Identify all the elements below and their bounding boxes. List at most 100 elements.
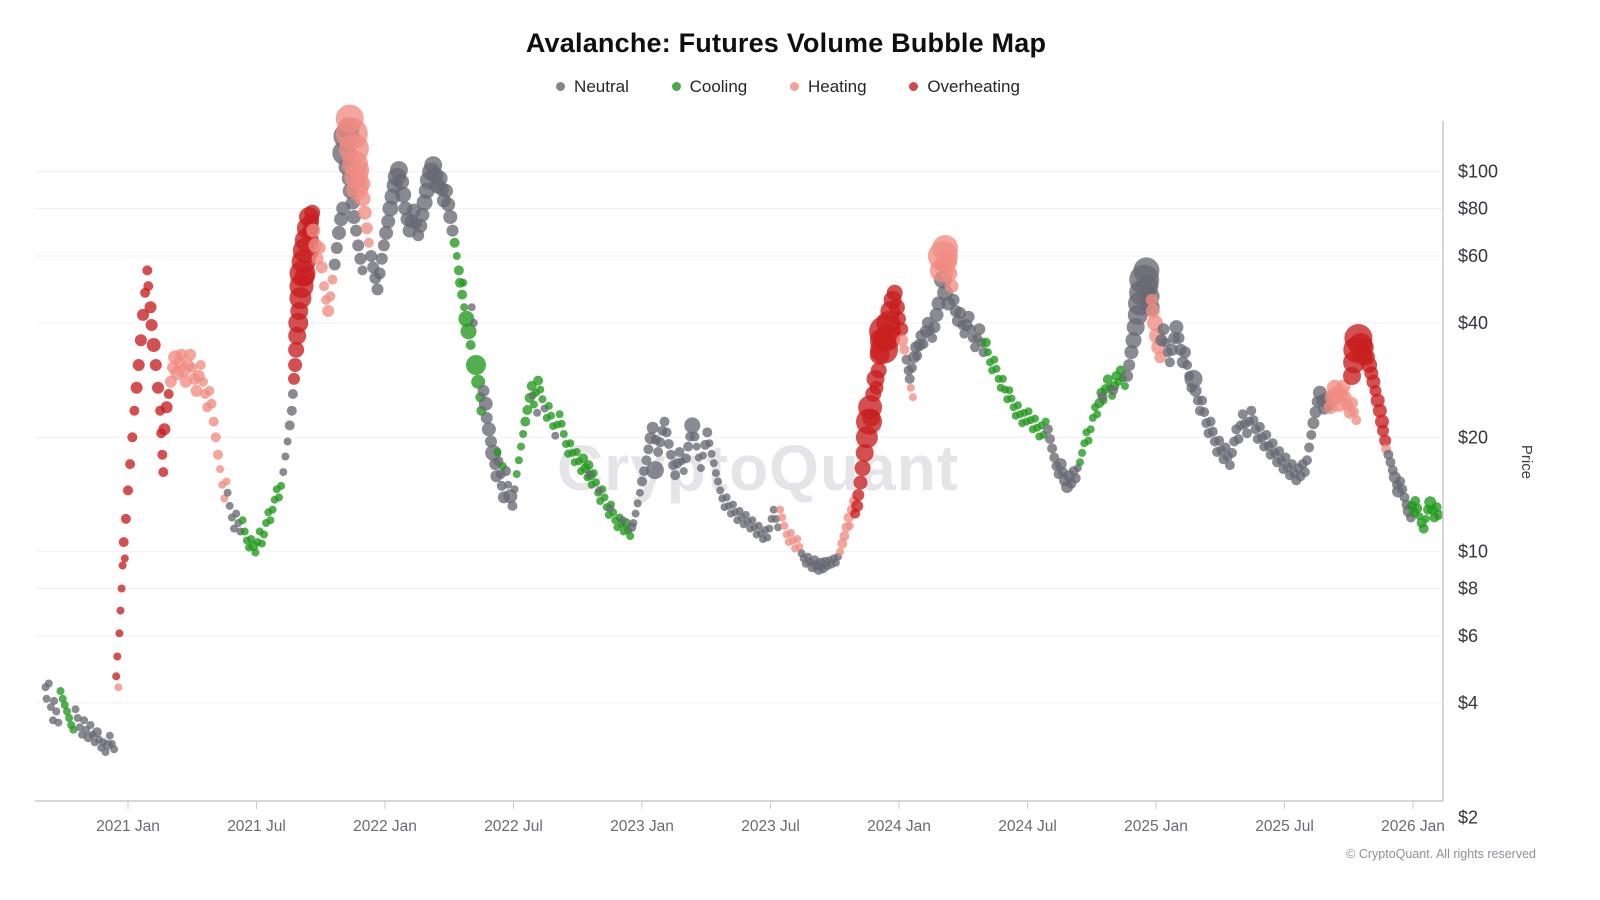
bubble (962, 310, 975, 323)
legend-item-overheating[interactable]: Overheating (909, 78, 1020, 95)
bubble (1248, 415, 1259, 426)
bubble (206, 398, 217, 409)
bubble (330, 242, 343, 254)
bubble (115, 629, 124, 638)
legend: Neutral Cooling Heating Overheating (0, 76, 1576, 96)
bubble (512, 470, 521, 479)
bubble (1042, 424, 1053, 435)
bubble (517, 442, 525, 451)
bubble (585, 470, 594, 479)
bubble (125, 459, 136, 470)
bubble (465, 340, 476, 350)
bubble (1267, 438, 1278, 449)
bubble (288, 358, 303, 372)
bubble (1383, 449, 1394, 460)
bubble (1125, 332, 1142, 349)
bubble (288, 341, 305, 358)
bubble (1379, 434, 1392, 447)
bubble (1047, 443, 1058, 454)
bubble (80, 716, 89, 725)
bubble (1433, 509, 1444, 520)
bubble (1013, 401, 1022, 410)
bubble (696, 464, 705, 473)
bubble (266, 516, 275, 525)
bubble (363, 237, 374, 248)
bubble (328, 258, 341, 271)
bubble (771, 514, 780, 523)
bubble (357, 205, 372, 220)
bubble (1093, 410, 1102, 419)
bubble (519, 430, 528, 438)
bubble (1233, 434, 1244, 444)
y-tick-label: $10 (1458, 542, 1488, 562)
bubble (555, 410, 564, 419)
bubble (836, 547, 845, 556)
bubble (547, 411, 555, 420)
bubble (190, 384, 203, 397)
bubble (965, 324, 976, 335)
bubble (352, 174, 371, 193)
bubble (592, 478, 600, 487)
bubble (896, 334, 909, 347)
legend-item-heating[interactable]: Heating (789, 78, 867, 95)
bubble (222, 477, 231, 486)
bubble (551, 431, 560, 440)
bubble (485, 435, 497, 448)
y-tick-label: $40 (1458, 313, 1488, 333)
x-tick-label: 2025 Jul (1255, 818, 1314, 835)
bubble (566, 439, 575, 448)
legend-item-neutral[interactable]: Neutral (556, 78, 629, 95)
bubble (1172, 332, 1185, 344)
bubble (73, 714, 82, 722)
bubble (892, 311, 906, 326)
bubble (319, 281, 329, 292)
bubble (990, 355, 999, 364)
bubble (268, 505, 277, 514)
x-tick-label: 2021 Jan (96, 818, 160, 835)
bubble (769, 505, 778, 514)
bubble (944, 279, 959, 294)
bubble (304, 204, 321, 221)
bubble (854, 460, 871, 477)
bubble (507, 500, 518, 511)
bubble (852, 489, 865, 501)
x-tick-label: 2024 Jan (867, 818, 931, 835)
bubble (735, 507, 744, 515)
bubble (257, 539, 266, 548)
bubble (375, 252, 388, 265)
bubble (702, 427, 713, 438)
bubble (899, 344, 910, 355)
cooling-dot-icon (671, 82, 681, 91)
bubble (208, 416, 219, 427)
bubble (158, 423, 171, 436)
bubble (52, 707, 61, 716)
bubble (1124, 345, 1139, 360)
bubble (641, 455, 652, 466)
legend-item-cooling[interactable]: Cooling (671, 78, 747, 95)
bubble (175, 348, 188, 361)
bubble (514, 456, 523, 465)
bubble (371, 283, 384, 296)
bubble (334, 212, 349, 227)
bubble (653, 447, 664, 457)
bubble (313, 242, 326, 254)
watermark: CryptoQuant (557, 432, 959, 504)
bubble (373, 267, 386, 280)
bubble (1372, 403, 1387, 418)
bubble (460, 323, 477, 340)
bubble (544, 401, 553, 410)
bubble (1306, 429, 1317, 440)
y-tick-label: $4 (1458, 693, 1478, 713)
bubble (187, 362, 198, 373)
bubble (888, 299, 905, 316)
bubble (306, 223, 321, 238)
bubble (1102, 374, 1113, 385)
bubble (741, 510, 750, 519)
x-tick-label: 2022 Jul (484, 818, 543, 835)
bubble (765, 524, 774, 533)
bubble (711, 469, 720, 478)
bubble (1189, 384, 1202, 397)
bubble (918, 339, 929, 349)
bubble (1160, 337, 1171, 348)
